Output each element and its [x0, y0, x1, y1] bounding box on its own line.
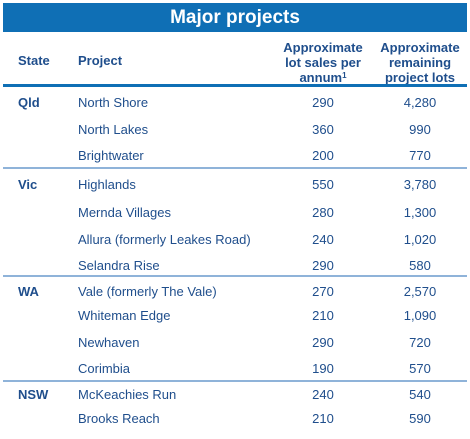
- cell-lot-sales: 360: [312, 122, 334, 137]
- table-row: Selandra Rise 290 580: [0, 258, 470, 274]
- header-remaining-lots: Approximate remaining project lots: [370, 40, 470, 85]
- cell-lot-sales: 190: [312, 361, 334, 376]
- cell-lot-sales: 270: [312, 284, 334, 299]
- header-lot-sales-line3-wrap: annum1: [268, 70, 378, 85]
- cell-project: Whiteman Edge: [78, 308, 171, 323]
- cell-project: Selandra Rise: [78, 258, 160, 273]
- cell-project: Allura (formerly Leakes Road): [78, 232, 251, 247]
- cell-remaining-lots: 590: [409, 411, 431, 426]
- header-lot-sales-line1: Approximate: [283, 40, 363, 55]
- cell-remaining-lots: 990: [409, 122, 431, 137]
- group-divider-qld-vic: [3, 167, 467, 169]
- cell-remaining-lots: 770: [409, 148, 431, 163]
- cell-project: Mernda Villages: [78, 205, 171, 220]
- table-row: Corimbia 190 570: [0, 361, 470, 377]
- cell-state: Qld: [18, 95, 40, 110]
- table-row: NSW McKeachies Run 240 540: [0, 387, 470, 403]
- group-divider-vic-wa: [3, 275, 467, 277]
- table-row: Allura (formerly Leakes Road) 240 1,020: [0, 232, 470, 248]
- cell-project: North Lakes: [78, 122, 149, 137]
- cell-project: Newhaven: [78, 335, 140, 350]
- header-lot-sales-line2: lot sales per: [285, 55, 361, 70]
- cell-remaining-lots: 2,570: [403, 284, 437, 299]
- cell-lot-sales: 240: [312, 387, 334, 402]
- cell-remaining-lots: 540: [409, 387, 431, 402]
- header-remaining-line2: remaining: [388, 55, 452, 70]
- cell-remaining-lots: 4,280: [403, 95, 437, 110]
- table-row: Vic Highlands 550 3,780: [0, 177, 470, 193]
- header-rule: [3, 84, 467, 87]
- cell-project: North Shore: [78, 95, 149, 110]
- table-row: North Lakes 360 990: [0, 122, 470, 138]
- table-row: Brightwater 200 770: [0, 148, 470, 164]
- cell-lot-sales: 290: [312, 95, 334, 110]
- cell-project: Corimbia: [78, 361, 131, 376]
- cell-remaining-lots: 1,300: [403, 205, 437, 220]
- group-divider-wa-nsw: [3, 380, 467, 382]
- cell-project: Vale (formerly The Vale): [78, 284, 217, 299]
- table-row: WA Vale (formerly The Vale) 270 2,570: [0, 284, 470, 300]
- header-state: State: [18, 53, 50, 68]
- cell-lot-sales: 280: [312, 205, 334, 220]
- cell-remaining-lots: 720: [409, 335, 431, 350]
- cell-lot-sales: 290: [312, 335, 334, 350]
- footnote-marker: 1: [342, 71, 347, 80]
- cell-remaining-lots: 1,090: [403, 308, 437, 323]
- cell-project: Highlands: [78, 177, 136, 192]
- cell-state: Vic: [18, 177, 38, 192]
- cell-lot-sales: 210: [312, 308, 334, 323]
- cell-lot-sales: 240: [312, 232, 334, 247]
- table-row: Newhaven 290 720: [0, 335, 470, 351]
- table-row: Brooks Reach 210 590: [0, 411, 470, 427]
- header-remaining-line1: Approximate: [380, 40, 460, 55]
- table-row: Qld North Shore 290 4,280: [0, 95, 470, 111]
- cell-remaining-lots: 1,020: [403, 232, 437, 247]
- cell-lot-sales: 210: [312, 411, 334, 426]
- cell-state: NSW: [18, 387, 49, 402]
- table-row: Mernda Villages 280 1,300: [0, 205, 470, 221]
- header-lot-sales-line3: annum: [299, 70, 343, 85]
- cell-project: McKeachies Run: [78, 387, 177, 402]
- cell-lot-sales: 290: [312, 258, 334, 273]
- cell-remaining-lots: 570: [409, 361, 431, 376]
- header-lot-sales: Approximate lot sales per annum1: [268, 40, 378, 85]
- table-title: Major projects: [3, 3, 467, 32]
- header-remaining-line3: project lots: [384, 70, 456, 85]
- cell-lot-sales: 550: [312, 177, 334, 192]
- header-project: Project: [78, 53, 123, 68]
- cell-project: Brightwater: [78, 148, 144, 163]
- cell-lot-sales: 200: [312, 148, 334, 163]
- cell-remaining-lots: 3,780: [403, 177, 437, 192]
- cell-project: Brooks Reach: [78, 411, 160, 426]
- cell-state: WA: [18, 284, 39, 299]
- cell-remaining-lots: 580: [409, 258, 431, 273]
- table-row: Whiteman Edge 210 1,090: [0, 308, 470, 324]
